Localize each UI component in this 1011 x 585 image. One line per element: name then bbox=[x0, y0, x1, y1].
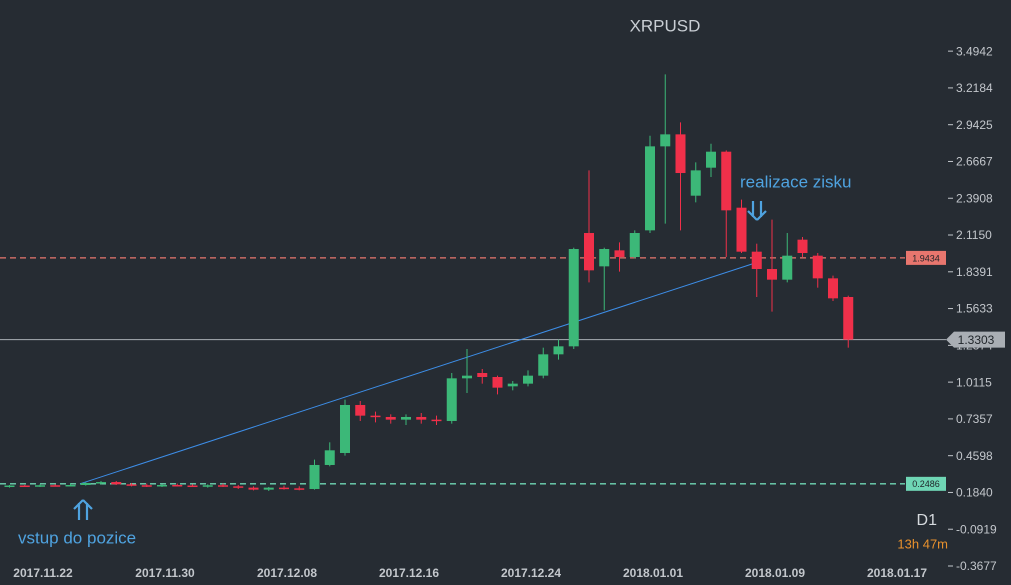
x-tick-label: 2018.01.01 bbox=[623, 566, 683, 580]
candle-body bbox=[843, 297, 854, 340]
candle-body bbox=[675, 134, 686, 174]
candle-body bbox=[50, 485, 61, 487]
y-tick-label: 0.1840 bbox=[956, 486, 993, 500]
countdown: 13h 47m bbox=[897, 536, 948, 551]
candle-body bbox=[736, 207, 747, 252]
y-tick-label: 3.2184 bbox=[956, 81, 993, 95]
candle-body bbox=[233, 486, 244, 488]
price-label: 1.9434 bbox=[912, 253, 940, 263]
y-tick-label: 1.8391 bbox=[956, 265, 993, 279]
timeframe: D1 bbox=[917, 512, 938, 529]
y-tick-label: 2.6667 bbox=[956, 155, 993, 169]
y-tick-label: 0.4598 bbox=[956, 449, 993, 463]
candle-body bbox=[812, 255, 823, 279]
y-tick-label: 2.9425 bbox=[956, 118, 993, 132]
y-tick-label: 2.3908 bbox=[956, 191, 993, 205]
y-tick-label: -0.3677 bbox=[956, 559, 997, 573]
candle-body bbox=[263, 487, 274, 490]
y-tick-label: 3.4942 bbox=[956, 44, 993, 58]
plot: 3.4942 3.2184 2.9425 2.6667 2.3908 2.1150 1.83… bbox=[0, 44, 1005, 580]
candle-body bbox=[599, 249, 610, 267]
candle-body bbox=[141, 485, 152, 487]
candle-body bbox=[126, 484, 137, 486]
price-label-box bbox=[946, 331, 1005, 348]
candle-body bbox=[721, 151, 732, 211]
candle-body bbox=[462, 375, 472, 379]
x-tick-label: 2017.12.16 bbox=[379, 566, 439, 580]
exit-arrow bbox=[747, 201, 767, 221]
chart-title: XRPUSD bbox=[630, 16, 701, 35]
y-tick-label: 1.0115 bbox=[956, 375, 992, 389]
candle-body bbox=[553, 346, 564, 355]
y-tick-label: 0.7357 bbox=[956, 412, 993, 426]
candle-body bbox=[157, 484, 167, 487]
entry-label: vstup do pozice bbox=[18, 528, 136, 547]
candle-body bbox=[370, 415, 381, 418]
candle-body bbox=[446, 378, 457, 421]
candle-body bbox=[187, 485, 198, 488]
candle-body bbox=[584, 233, 594, 271]
candle-body bbox=[248, 487, 259, 490]
x-tick-label: 2017.12.08 bbox=[257, 566, 317, 580]
x-tick-label: 2017.11.22 bbox=[13, 566, 73, 580]
candle-body bbox=[65, 484, 76, 487]
candle-body bbox=[828, 278, 838, 299]
y-tick-label: -0.0919 bbox=[956, 522, 997, 536]
candle-body bbox=[538, 354, 549, 376]
x-tick-label: 2017.11.30 bbox=[135, 566, 195, 580]
candle-body bbox=[645, 146, 655, 231]
exit-label: realizace zisku bbox=[740, 172, 852, 191]
price-label: 1.3303 bbox=[958, 333, 995, 347]
candle-body bbox=[96, 482, 106, 484]
x-tick-label: 2018.01.09 bbox=[745, 566, 805, 580]
candle-body bbox=[797, 239, 808, 254]
entry-arrow bbox=[73, 499, 93, 520]
candle-body bbox=[80, 482, 91, 485]
candle-body bbox=[431, 419, 442, 422]
candle-body bbox=[782, 255, 793, 280]
candle-body bbox=[690, 170, 701, 196]
candle-body bbox=[416, 416, 427, 420]
x-tick-label: 2018.01.17 bbox=[867, 566, 927, 580]
y-tick-label: 1.5633 bbox=[956, 302, 993, 316]
candle-body bbox=[218, 485, 228, 487]
trendline bbox=[79, 261, 758, 485]
candle-body bbox=[340, 404, 350, 453]
price-label: 0.2486 bbox=[912, 479, 940, 489]
candle-body bbox=[507, 383, 518, 387]
candle-body bbox=[324, 450, 335, 465]
candle-body bbox=[19, 485, 30, 488]
candle-body bbox=[355, 404, 366, 416]
candle-body bbox=[523, 375, 533, 384]
candle-body bbox=[568, 249, 579, 347]
candle-body bbox=[401, 416, 411, 420]
candle-body bbox=[294, 488, 305, 490]
candle-body bbox=[629, 233, 640, 258]
candle-body bbox=[202, 485, 213, 487]
candle-body bbox=[172, 484, 183, 487]
candle-body bbox=[492, 376, 503, 388]
candle-body bbox=[477, 372, 488, 377]
price-label-box bbox=[906, 250, 946, 265]
candle-body bbox=[751, 251, 762, 270]
candle-body bbox=[111, 482, 122, 485]
candle-body bbox=[385, 416, 396, 420]
candle-body bbox=[660, 134, 671, 147]
y-tick-label: 2.1150 bbox=[956, 228, 992, 242]
candle-body bbox=[309, 464, 320, 489]
candle-body bbox=[767, 269, 777, 280]
candle-body bbox=[4, 485, 15, 488]
candle-body bbox=[706, 151, 716, 168]
candle-body bbox=[279, 487, 289, 490]
x-tick-label: 2017.12.24 bbox=[501, 566, 561, 580]
candle-body bbox=[614, 250, 625, 258]
price-label-box bbox=[906, 476, 946, 491]
candle-body bbox=[35, 485, 45, 487]
